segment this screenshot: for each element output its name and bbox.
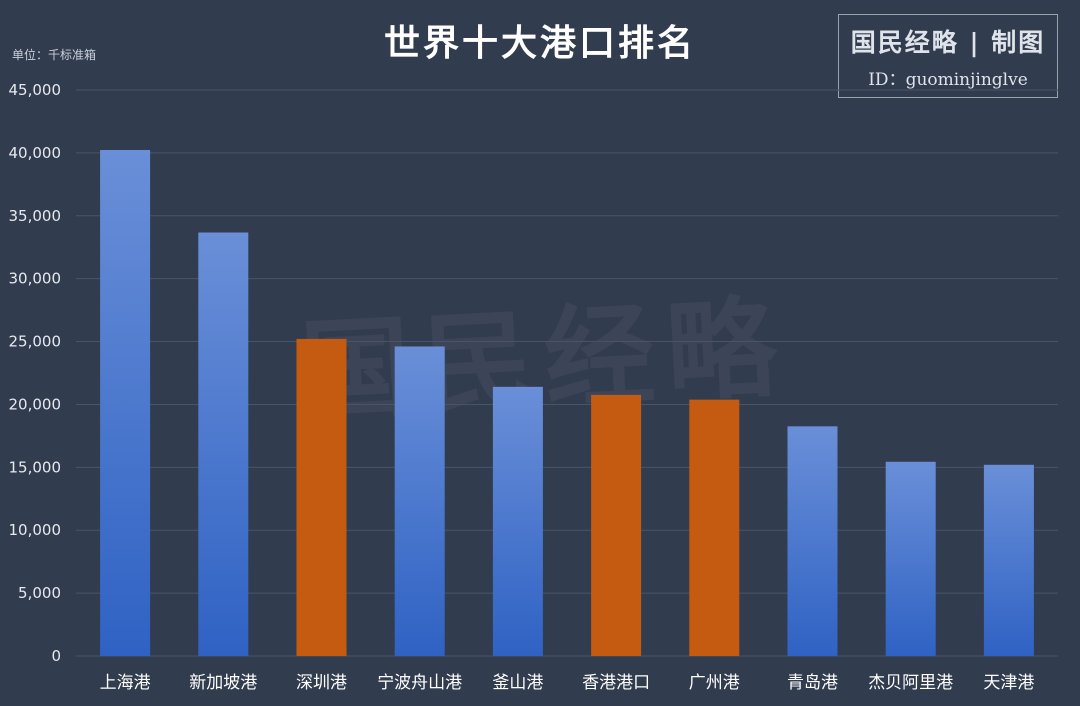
category-label: 上海港 xyxy=(100,673,151,693)
unit-label: 单位：千标准箱 xyxy=(12,48,97,62)
category-label: 新加坡港 xyxy=(189,673,257,693)
bar-9 xyxy=(885,461,936,656)
category-label: 青岛港 xyxy=(787,673,838,693)
category-label: 深圳港 xyxy=(296,673,347,693)
x-axis-labels: 上海港 新加坡港 深圳港 宁波舟山港 釜山港 香港港口 广州港 青岛港 杰贝阿里港 天津港 xyxy=(100,673,1035,693)
bar-1 xyxy=(100,149,151,656)
y-tick-label: 10,000 xyxy=(9,521,62,539)
bar-8 xyxy=(787,426,838,656)
category-label: 杰贝阿里港 xyxy=(868,673,953,693)
brand-id: ID：guominjinglve xyxy=(868,70,1028,90)
y-tick-label: 25,000 xyxy=(9,333,62,351)
category-label: 香港港口 xyxy=(582,673,650,693)
category-label: 宁波舟山港 xyxy=(377,673,462,693)
brand-box: 国民经略 | 制图 ID：guominjinglve xyxy=(838,14,1058,98)
y-tick-label: 40,000 xyxy=(9,144,62,162)
bar-4 xyxy=(394,346,445,656)
y-tick-label: 0 xyxy=(51,647,61,665)
bar-3 xyxy=(296,338,347,656)
y-tick-label: 15,000 xyxy=(9,458,62,476)
y-tick-label: 30,000 xyxy=(9,270,62,288)
bar-5 xyxy=(492,386,543,656)
brand-name: 国民经略 | 制图 xyxy=(850,28,1046,57)
category-label: 釜山港 xyxy=(492,673,543,693)
bar-2 xyxy=(198,232,249,656)
category-label: 广州港 xyxy=(689,673,740,693)
y-tick-label: 5,000 xyxy=(18,584,61,602)
y-tick-label: 35,000 xyxy=(9,207,62,225)
chart-title: 世界十大港口排名 xyxy=(383,23,696,64)
y-tick-label: 45,000 xyxy=(9,81,62,99)
bar-6 xyxy=(591,394,642,656)
bar-10 xyxy=(983,464,1034,656)
y-tick-label: 20,000 xyxy=(9,395,62,413)
category-label: 天津港 xyxy=(983,673,1034,693)
bar-7 xyxy=(689,399,740,656)
y-axis-ticks: 0 5,000 10,000 15,000 20,000 25,000 30,000 35,0… xyxy=(9,81,62,665)
bars xyxy=(100,149,1034,656)
